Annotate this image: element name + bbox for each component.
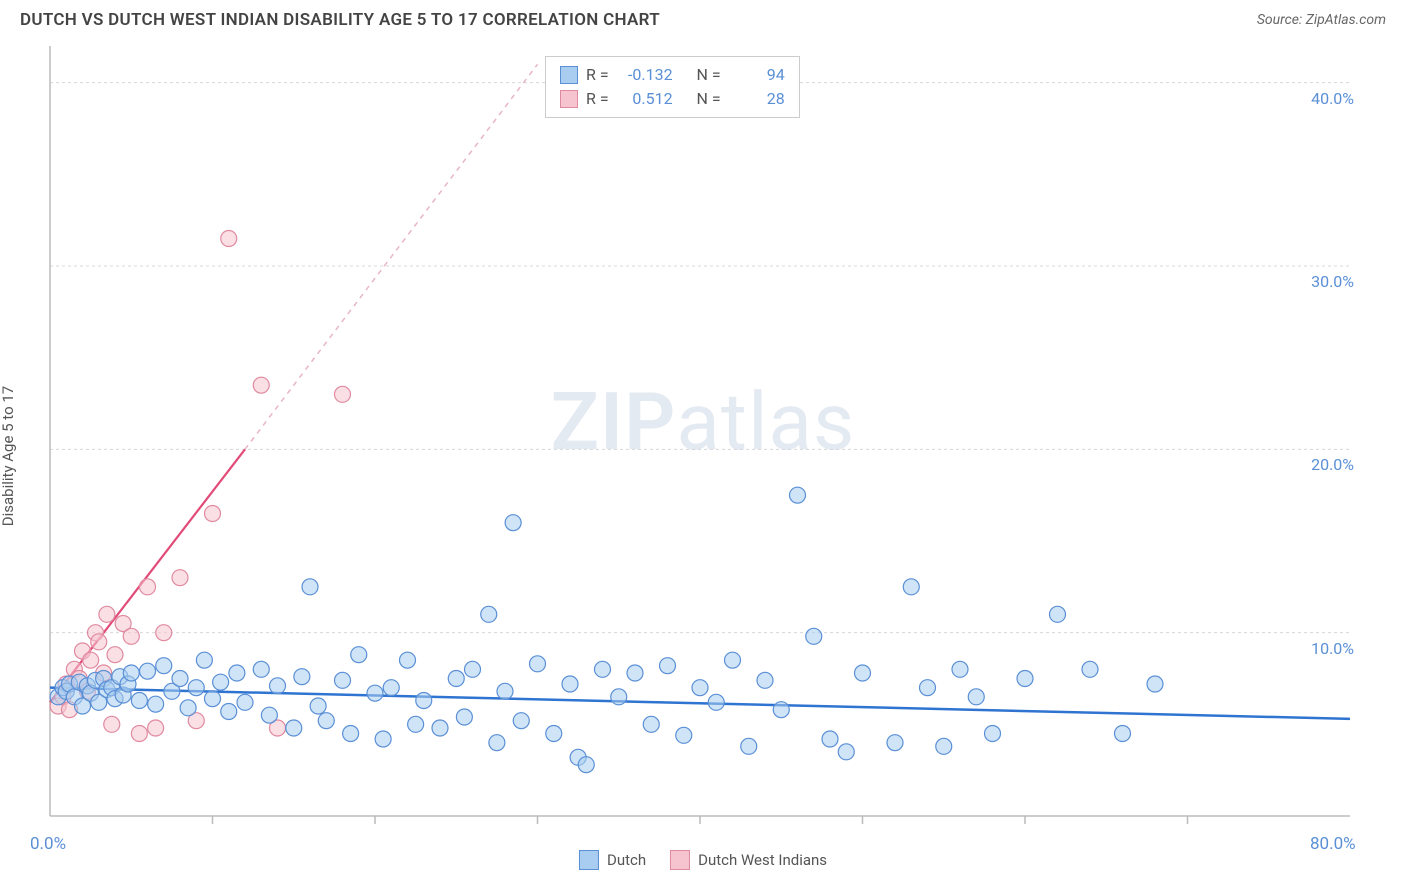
stat-r-value: 0.512 (617, 87, 673, 111)
y-tick-label: 40.0% (1294, 89, 1354, 108)
y-tick-label: 30.0% (1294, 272, 1354, 291)
stat-n-value: 28 (729, 87, 785, 111)
chart-title: DUTCH VS DUTCH WEST INDIAN DISABILITY AG… (20, 10, 660, 30)
y-tick-label: 20.0% (1294, 455, 1354, 474)
legend-swatch (670, 850, 690, 870)
stat-row: R = 0.512 N = 28 (560, 87, 785, 111)
chart-container: Disability Age 5 to 17 ZIPatlas R = -0.1… (0, 36, 1406, 876)
x-axis-min-label: 0.0% (30, 834, 66, 854)
legend-item: Dutch West Indians (670, 850, 827, 870)
stat-n-value: 94 (729, 63, 785, 87)
legend: Dutch Dutch West Indians (579, 850, 827, 870)
legend-item: Dutch (579, 850, 646, 870)
stat-n-label: N = (697, 87, 721, 111)
legend-label: Dutch West Indians (698, 851, 827, 869)
scatter-chart (0, 36, 1406, 876)
legend-swatch (579, 850, 599, 870)
stat-swatch (560, 66, 578, 84)
stat-r-label: R = (586, 63, 609, 87)
x-axis-max-label: 80.0% (1310, 834, 1356, 854)
stat-r-label: R = (586, 87, 609, 111)
y-tick-label: 10.0% (1294, 639, 1354, 658)
stat-n-label: N = (697, 63, 721, 87)
legend-label: Dutch (607, 851, 646, 869)
y-axis-label: Disability Age 5 to 17 (0, 386, 17, 526)
correlation-stats-box: R = -0.132 N = 94 R = 0.512 N = 28 (545, 56, 800, 118)
stat-swatch (560, 90, 578, 108)
stat-row: R = -0.132 N = 94 (560, 63, 785, 87)
source-attribution: Source: ZipAtlas.com (1257, 12, 1386, 28)
stat-r-value: -0.132 (617, 63, 673, 87)
